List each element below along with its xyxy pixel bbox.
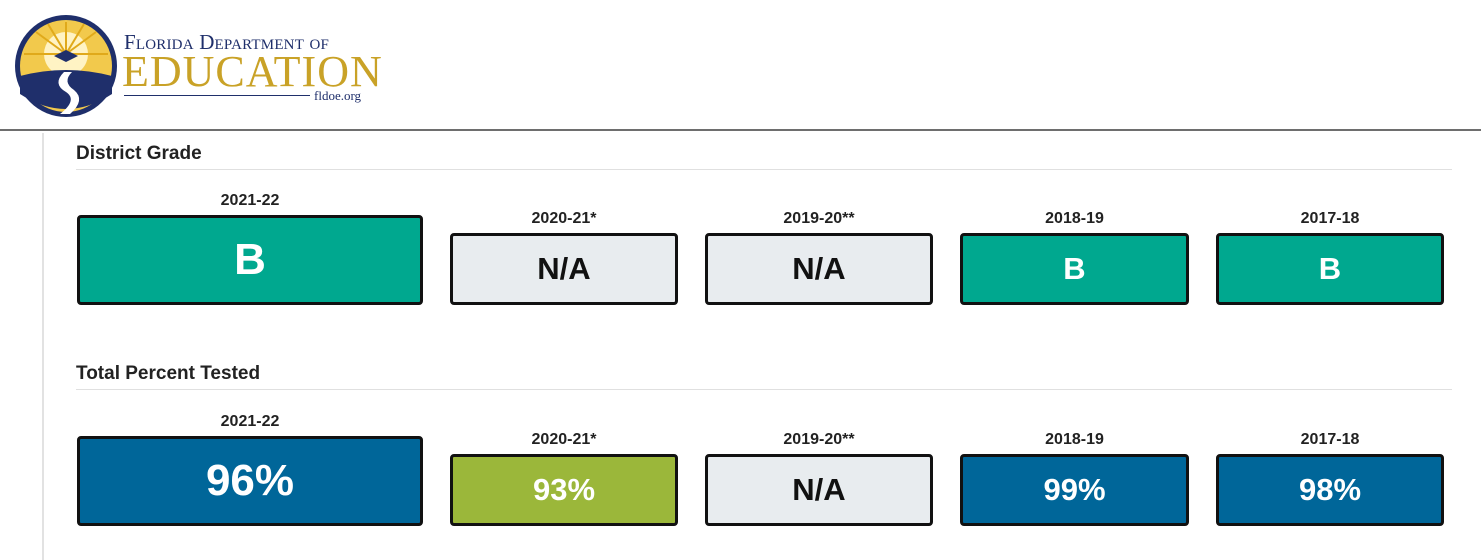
pt-value-1: 96%: [77, 436, 423, 526]
pt-value-4: 99%: [960, 454, 1189, 526]
dg-year-2: 2020-21*: [531, 210, 597, 227]
district-grade-title: District Grade: [76, 143, 202, 164]
pt-year-4: 2018-19: [1045, 431, 1104, 448]
district-grade-divider: [76, 169, 1452, 170]
pt-year-2: 2020-21*: [531, 431, 597, 448]
percent-tested-title: Total Percent Tested: [76, 363, 261, 384]
dg-year-3: 2019-20**: [783, 210, 855, 227]
dg-value-4: B: [960, 233, 1189, 305]
fldoe-logo[interactable]: Florida Department of EDUCATION fldoe.or…: [14, 14, 382, 118]
pt-year-5: 2017-18: [1300, 431, 1360, 448]
pt-value-5: 98%: [1216, 454, 1444, 526]
pt-year-3: 2019-20**: [783, 431, 855, 448]
dg-value-2: N/A: [450, 233, 678, 305]
dg-year-4: 2018-19: [1045, 210, 1104, 227]
site-header: Florida Department of EDUCATION fldoe.or…: [0, 0, 1481, 131]
logo-line1: Florida Department of: [124, 30, 330, 54]
dg-value-3: N/A: [705, 233, 933, 305]
logo-rule: [124, 95, 310, 96]
pt-year-1: 2021-22: [220, 413, 280, 430]
dg-year-5: 2017-18: [1300, 210, 1360, 227]
logo-url: fldoe.org: [314, 88, 362, 103]
dg-year-1: 2021-22: [220, 192, 280, 209]
dg-value-5: B: [1216, 233, 1444, 305]
content-left-border: [42, 133, 44, 560]
pt-value-3: N/A: [705, 454, 933, 526]
logo-line2: EDUCATION: [122, 47, 383, 96]
fldoe-seal-icon: [15, 15, 117, 117]
dg-value-1: B: [77, 215, 423, 305]
pt-value-2: 93%: [450, 454, 678, 526]
percent-tested-divider: [76, 389, 1452, 390]
